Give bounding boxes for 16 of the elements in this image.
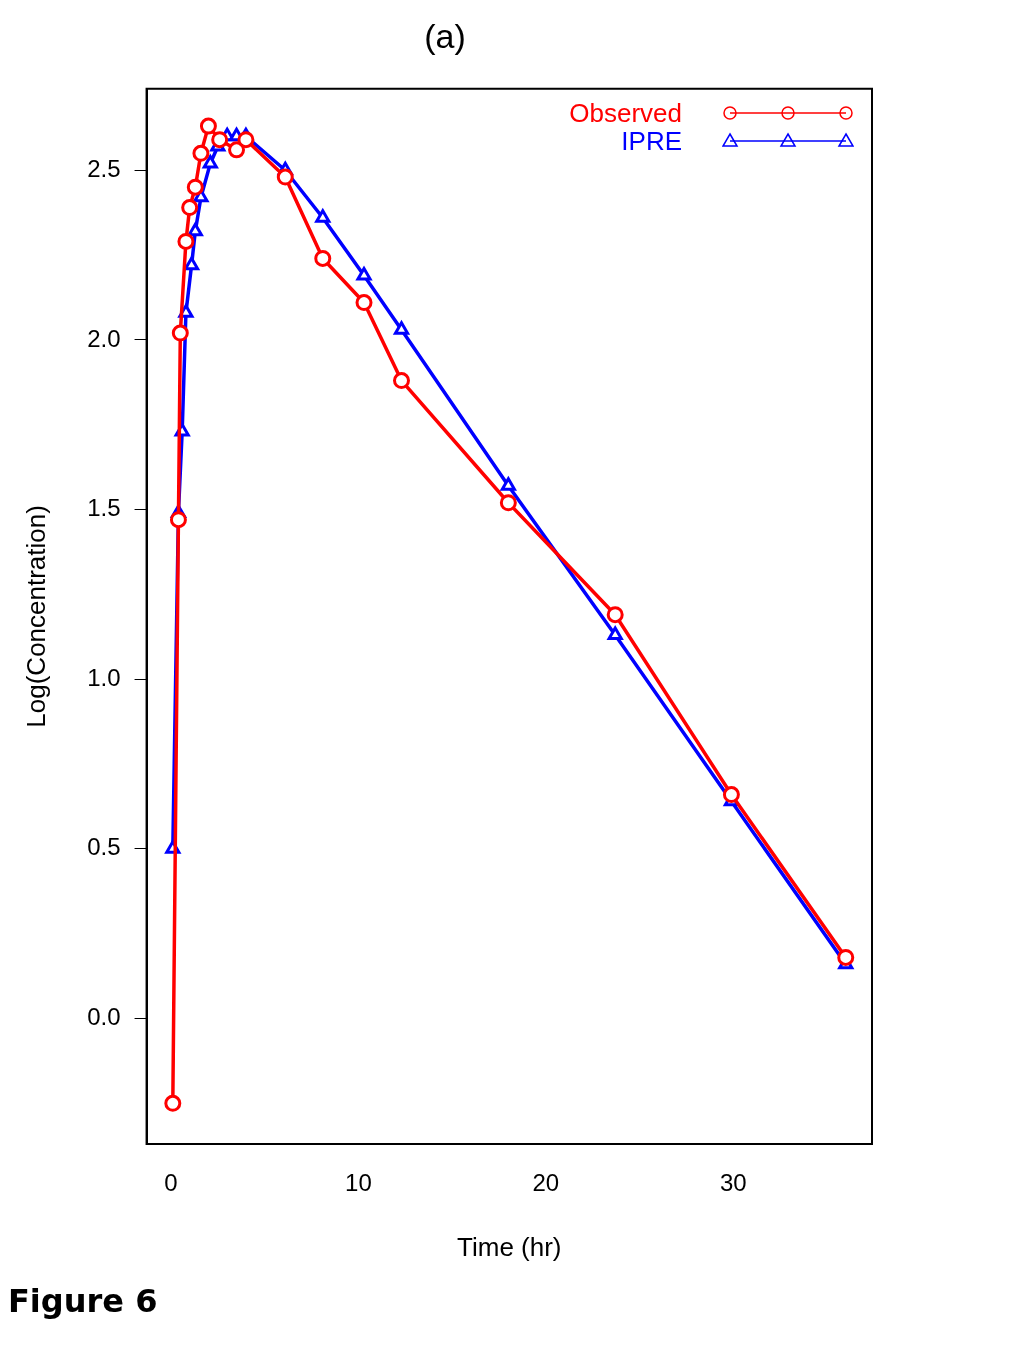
y-tick-label: 2.0 (87, 324, 121, 352)
chart-title: (a) (424, 16, 466, 55)
caption: Figure 6 (8, 1282, 159, 1320)
legend-label: Observed (569, 97, 682, 128)
y-tick-label: 1.0 (87, 663, 121, 691)
x-tick-label: 10 (345, 1169, 372, 1197)
x-tick-label: 20 (532, 1169, 560, 1197)
y-axis-title: Log(Concentration) (20, 505, 51, 728)
y-tick-label: 2.5 (87, 154, 121, 182)
legend-label: IPRE (620, 125, 682, 156)
y-tick-label: 0.5 (87, 833, 121, 861)
y-tick-label: 1.5 (87, 494, 121, 522)
x-axis-title: Time (hr) (457, 1231, 562, 1262)
x-tick-label: 30 (719, 1169, 747, 1197)
y-tick-label: 0.0 (87, 1003, 121, 1031)
x-tick-label: 0 (164, 1169, 178, 1197)
